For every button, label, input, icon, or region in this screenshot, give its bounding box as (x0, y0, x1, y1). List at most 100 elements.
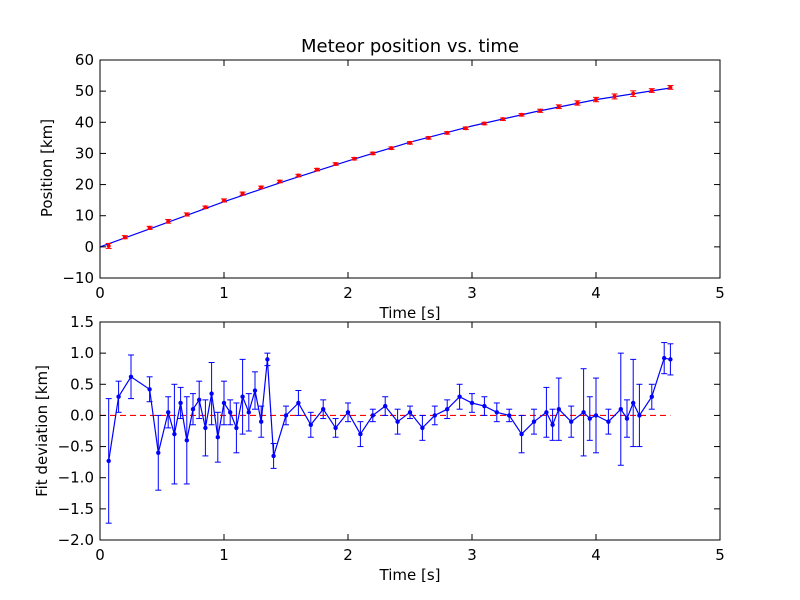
deviation-point (531, 419, 537, 424)
deviation-point (228, 410, 233, 415)
bottom-y-tick-label: −1.5 (58, 500, 94, 518)
position-point (463, 126, 468, 131)
deviation-point (587, 416, 592, 421)
deviation-point (209, 391, 214, 396)
position-point (106, 243, 111, 248)
deviation-point (550, 422, 555, 427)
bottom-x-tick-label: 5 (715, 546, 725, 564)
top-y-tick-label: −10 (62, 269, 94, 287)
deviation-point (252, 388, 258, 393)
position-point (296, 173, 301, 178)
position-point (575, 100, 580, 105)
deviation-point (184, 438, 189, 443)
position-point (203, 205, 208, 210)
bottom-y-tick-label: 0.5 (70, 375, 94, 393)
bottom-x-tick-label: 4 (591, 546, 601, 564)
bottom-y-tick-label: 1.5 (70, 313, 94, 331)
deviation-point (507, 413, 512, 418)
deviation-point (649, 394, 654, 399)
bottom-y-tick-label: −2.0 (58, 531, 94, 549)
position-point (482, 121, 487, 126)
position-point (538, 108, 543, 113)
deviation-point (345, 410, 351, 415)
deviation-point (593, 413, 599, 418)
deviation-point (190, 407, 196, 412)
position-point (631, 91, 636, 96)
deviation-point (631, 400, 636, 406)
position-point (501, 117, 505, 122)
position-point (315, 167, 319, 172)
deviation-point (246, 410, 251, 415)
position-point (445, 130, 450, 135)
deviation-point (172, 431, 177, 437)
deviation-point (271, 453, 276, 459)
deviation-series (105, 342, 674, 524)
bottom-plot-area (99, 321, 721, 541)
deviation-point (259, 419, 264, 424)
bottom-x-tick-label: 2 (343, 546, 353, 564)
position-point (277, 179, 282, 184)
deviation-point (240, 394, 245, 399)
position-points-series (105, 85, 674, 249)
bottom-x-tick-label: 0 (95, 546, 105, 564)
top-y-ticks: −10 0 10 20 30 40 50 60 (62, 51, 720, 287)
deviation-point (358, 431, 363, 437)
bottom-y-tick-label: 0.0 (70, 406, 94, 424)
top-x-ticks: 0 1 2 3 4 5 (95, 60, 725, 302)
deviation-point (333, 425, 338, 431)
deviation-point (370, 413, 375, 418)
top-x-axis-label: Time [s] (379, 304, 441, 322)
deviation-point (203, 425, 208, 431)
deviation-point (407, 410, 413, 415)
deviation-point (166, 410, 171, 415)
deviation-point (283, 413, 289, 418)
deviation-point (606, 419, 611, 424)
bottom-x-tick-label: 3 (467, 546, 477, 564)
deviation-point (178, 400, 183, 406)
deviation-point (221, 400, 227, 406)
position-point (594, 97, 598, 102)
position-point (333, 162, 338, 167)
deviation-point (383, 403, 388, 409)
deviation-point (445, 407, 450, 412)
deviation-point (321, 407, 326, 412)
position-point (649, 88, 654, 93)
position-point (612, 94, 617, 99)
bottom-y-tick-label: −0.5 (58, 438, 94, 456)
position-point (668, 85, 673, 90)
position-point (259, 185, 264, 190)
deviation-point (265, 357, 270, 362)
deviation-point (308, 422, 313, 427)
position-point (352, 156, 357, 161)
deviation-point (556, 407, 561, 412)
deviation-point (197, 397, 202, 403)
deviation-point (519, 431, 524, 437)
top-plot-area (99, 59, 721, 279)
bottom-y-axis-label: Fit deviation [km] (33, 365, 51, 497)
top-y-tick-label: 40 (75, 113, 94, 131)
top-y-tick-label: 20 (75, 176, 94, 194)
top-x-tick-label: 4 (591, 284, 601, 302)
top-x-tick-label: 1 (219, 284, 229, 302)
position-point (122, 235, 127, 240)
deviation-point (215, 435, 220, 440)
deviation-point (544, 410, 549, 415)
position-point (166, 219, 171, 224)
position-point (408, 140, 412, 145)
deviation-point (147, 387, 152, 392)
top-x-tick-label: 5 (715, 284, 725, 302)
deviation-point (569, 419, 574, 424)
top-x-tick-label: 2 (343, 284, 353, 302)
position-point (519, 112, 524, 117)
deviation-point (128, 374, 134, 380)
deviation-point (432, 413, 437, 418)
deviation-point (234, 425, 239, 431)
deviation-point (581, 410, 586, 415)
deviation-point (116, 394, 121, 399)
position-point (147, 225, 152, 230)
top-x-tick-label: 3 (467, 284, 477, 302)
position-point (370, 151, 375, 156)
top-x-tick-label: 0 (95, 284, 105, 302)
